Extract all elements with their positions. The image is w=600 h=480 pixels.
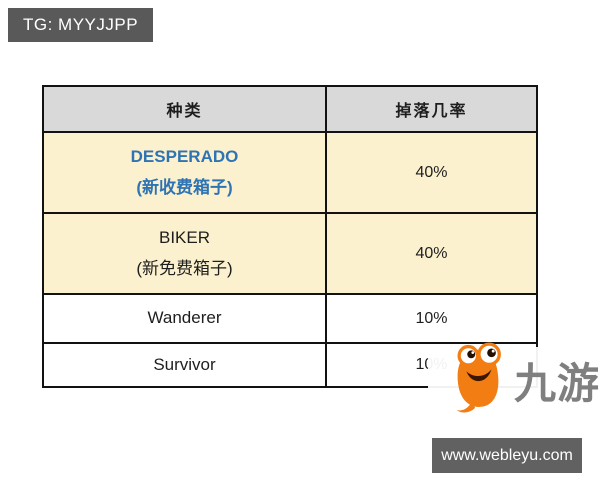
- site-url-label: www.webleyu.com: [441, 446, 573, 464]
- item-name: Wanderer: [147, 308, 222, 328]
- table-header-row: 种类 掉落几率: [42, 85, 538, 133]
- table-row: DESPERADO (新收费箱子) 40%: [42, 131, 538, 214]
- type-cell: BIKER (新免费箱子): [42, 212, 327, 295]
- tg-badge-label: TG: MYYJJPP: [23, 15, 139, 34]
- rate-cell: 10%: [325, 293, 538, 344]
- column-header-drop-rate: 掉落几率: [325, 85, 538, 133]
- item-name: BIKER: [158, 227, 211, 247]
- jiuyou-logo-text: 九游: [514, 360, 600, 407]
- site-url-badge: www.webleyu.com: [432, 438, 582, 473]
- jiuyou-mascot-icon: [456, 342, 501, 413]
- table-row: BIKER (新免费箱子) 40%: [42, 212, 538, 295]
- rate-cell: 40%: [325, 212, 538, 295]
- column-header-type: 种类: [42, 85, 327, 133]
- watermark-background-strip: [428, 347, 600, 409]
- item-name: DESPERADO: [130, 146, 239, 166]
- item-subtitle: (新收费箱子): [136, 178, 233, 197]
- type-cell: Wanderer: [42, 293, 327, 344]
- item-name: Survivor: [153, 354, 216, 374]
- tg-badge: TG: MYYJJPP: [8, 8, 154, 42]
- drop-rate-table: 种类 掉落几率 DESPERADO (新收费箱子) 40% BIKER (新免费…: [42, 85, 538, 388]
- table-row: Wanderer 10%: [42, 293, 538, 344]
- item-subtitle: (新免费箱子): [136, 259, 233, 278]
- type-cell: DESPERADO (新收费箱子): [42, 131, 327, 214]
- type-cell: Survivor: [42, 342, 327, 388]
- rate-cell: 40%: [325, 131, 538, 214]
